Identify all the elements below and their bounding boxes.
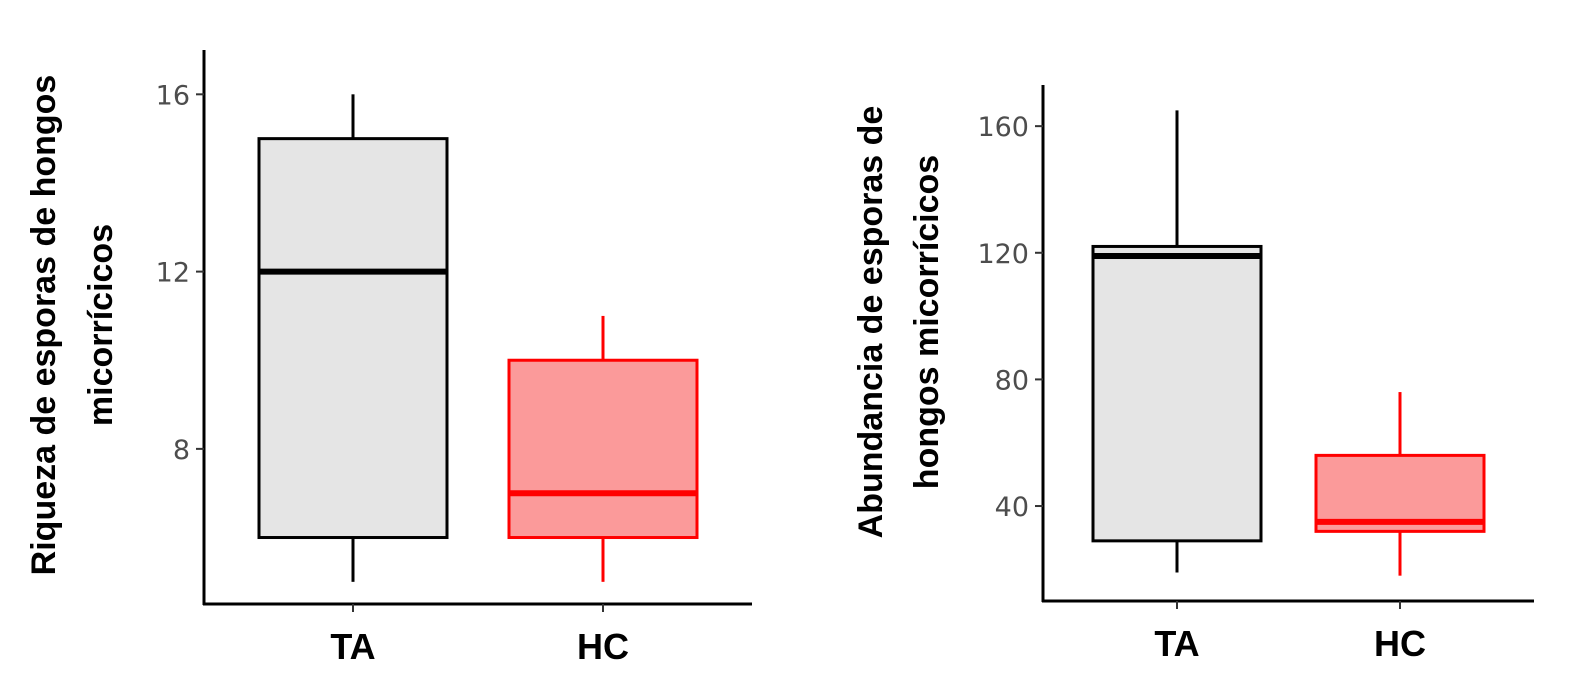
y-tick-label: 12 bbox=[156, 258, 190, 289]
y-axis-title-line: micorrícicos bbox=[82, 224, 120, 426]
abundance-panel: 40 80 120 160 TA HC Abundancia de esporas de ho… bbox=[852, 85, 1534, 664]
y-axis-title-line: Abundancia de esporas de bbox=[852, 106, 890, 539]
category-label: HC bbox=[577, 626, 629, 667]
y-tick-label: 16 bbox=[156, 80, 190, 111]
category-label: HC bbox=[1374, 623, 1426, 664]
category-label: TA bbox=[330, 626, 375, 667]
box-ta bbox=[1091, 244, 1263, 543]
richness-panel: 8 12 16 TA HC Riqueza de esporas de hongos mic… bbox=[25, 50, 752, 667]
y-tick-label: 8 bbox=[173, 435, 190, 466]
y-axis-title-line: hongos micorrícicos bbox=[908, 155, 946, 489]
y-tick-label: 160 bbox=[977, 112, 1029, 143]
category-label: TA bbox=[1154, 623, 1199, 664]
y-tick-label: 80 bbox=[995, 365, 1029, 396]
y-tick-label: 40 bbox=[995, 492, 1029, 523]
box-ta bbox=[257, 137, 449, 540]
y-tick-label: 120 bbox=[977, 239, 1029, 270]
y-axis-title-line: Riqueza de esporas de hongos bbox=[25, 75, 63, 576]
box-hc bbox=[507, 358, 699, 540]
box-hc bbox=[1314, 453, 1486, 533]
